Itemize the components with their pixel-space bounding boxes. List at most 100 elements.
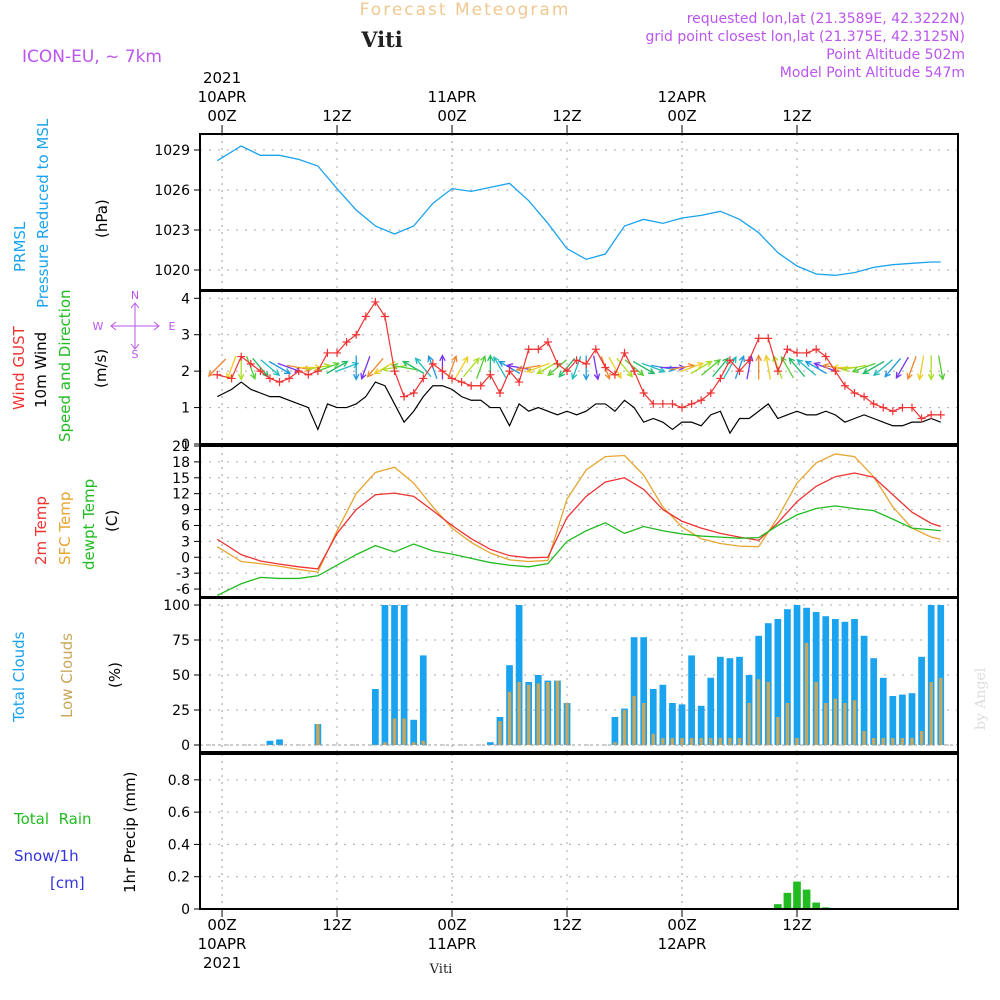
gust-marker	[534, 345, 543, 354]
y-tick-label: 1029	[154, 143, 190, 159]
temp2m-label: 2m Temp	[32, 496, 50, 565]
compass-s: S	[132, 348, 139, 361]
wind-arrow-head	[571, 372, 578, 381]
precip-unit: 1hr Precip (mm)	[121, 772, 139, 893]
low-cloud-bar	[622, 710, 627, 745]
wind-arrow-head	[351, 362, 360, 369]
wind-direction-arrow	[895, 356, 909, 379]
gust-marker	[524, 345, 533, 354]
wind-direction-arrow	[593, 355, 599, 380]
total-cloud-bar	[659, 684, 667, 745]
gust-marker	[591, 345, 600, 354]
total-cloud-bar	[266, 740, 274, 745]
low-cloud-bar	[527, 684, 531, 745]
y-tick-label: 1023	[154, 223, 190, 239]
wind-arrow-head	[582, 373, 590, 381]
total-cloud-bar	[736, 656, 743, 745]
total-cloud-bar	[381, 605, 389, 745]
wind-arrow-head	[439, 354, 446, 362]
gust-marker	[869, 399, 878, 408]
wind-arrow-head	[872, 369, 881, 377]
wind10m-line	[216, 381, 941, 435]
gust-marker	[553, 359, 562, 368]
low-cloud-bar	[536, 683, 540, 745]
y-tick-label: 12	[172, 487, 190, 503]
wind-arrow-head	[884, 370, 891, 378]
rain-bar	[812, 902, 821, 909]
wind-direction-arrow	[680, 362, 704, 373]
gust-marker	[840, 381, 849, 390]
gust-marker	[563, 367, 572, 376]
compass-w: W	[93, 320, 104, 333]
total-cloud-bar	[831, 619, 839, 745]
total-cloud-bar	[630, 637, 638, 745]
gust-marker	[879, 403, 888, 412]
gust-marker	[745, 356, 754, 365]
gust-marker	[601, 363, 610, 372]
low-cloud-bar	[757, 679, 761, 745]
total-cloud-bar	[640, 637, 648, 745]
wind-direction-arrow	[632, 360, 655, 375]
wind-direction-arrow	[526, 362, 550, 373]
rain-bar	[793, 881, 801, 909]
gust-marker	[927, 410, 936, 419]
low-cloud-bar	[871, 738, 876, 745]
low-cloud-bar	[747, 703, 751, 745]
gust-marker	[400, 392, 409, 401]
bottom-time-label: 00Z	[667, 916, 696, 934]
wind-arrow-head	[427, 354, 434, 363]
gust-marker	[754, 334, 763, 343]
wind-arrow-head	[938, 373, 946, 381]
temp2m-line	[216, 472, 941, 570]
dewpt-label: dewpt Temp	[80, 479, 98, 570]
low-cloud-bar	[862, 731, 866, 745]
wind-arrow-head	[332, 362, 341, 369]
gust-marker	[821, 352, 830, 361]
wind-arrow-head	[414, 357, 422, 365]
wind-arrow-head	[462, 355, 469, 364]
wind-arrow-head	[788, 357, 796, 365]
low-cloud-bar	[651, 733, 655, 745]
low-cloud-bar	[766, 682, 770, 745]
wind-arrow-head	[366, 370, 374, 378]
low-cloud-bar	[939, 677, 943, 745]
gust-marker	[773, 367, 782, 376]
wind-arrow-head	[637, 369, 645, 377]
wind-arrow-head	[505, 363, 514, 370]
wind-direction-arrow	[415, 357, 432, 378]
total-cloud-bar	[784, 609, 791, 745]
total-cloud-bar	[841, 621, 849, 745]
bottom-time-label: 2021	[203, 954, 241, 972]
wind-direction-arrow	[884, 357, 902, 378]
gust-marker	[725, 356, 734, 365]
wind-arrow-head	[615, 371, 622, 380]
y-tick-label: 3	[181, 328, 190, 344]
wind-arrow-head	[515, 365, 523, 372]
total-cloud-bar	[851, 619, 858, 745]
y-tick-label: 75	[172, 633, 190, 649]
wind-direction-arrow	[616, 357, 633, 378]
bottom-time-label: 12Z	[782, 916, 811, 934]
wind-direction-arrow	[335, 362, 359, 373]
wind-direction-arrow	[476, 356, 486, 379]
wind-direction-arrow	[873, 359, 893, 376]
top-time-label: 00Z	[667, 107, 696, 125]
total-cloud-bar	[697, 705, 705, 745]
low-cloud-bar	[699, 738, 703, 745]
snow-label: Snow/1h	[14, 847, 79, 865]
model-point-altitude: Model Point Altitude 547m	[780, 65, 965, 81]
total-cloud-bar	[716, 656, 724, 745]
gust-marker	[505, 367, 514, 376]
gust-marker	[304, 370, 313, 379]
gust-marker	[495, 389, 504, 397]
y-tick-label: 100	[163, 598, 190, 614]
bottom-time-label: 00Z	[437, 916, 466, 934]
low-cloud-bar	[718, 738, 723, 745]
wind-arrow-head	[525, 366, 534, 373]
total-cloud-bar	[276, 739, 283, 745]
rain-bar	[774, 904, 782, 909]
top-time-label: 12Z	[782, 107, 811, 125]
gust-marker	[294, 367, 303, 376]
wind-direction-arrow	[516, 364, 541, 371]
total-cloud-bar	[879, 677, 887, 745]
